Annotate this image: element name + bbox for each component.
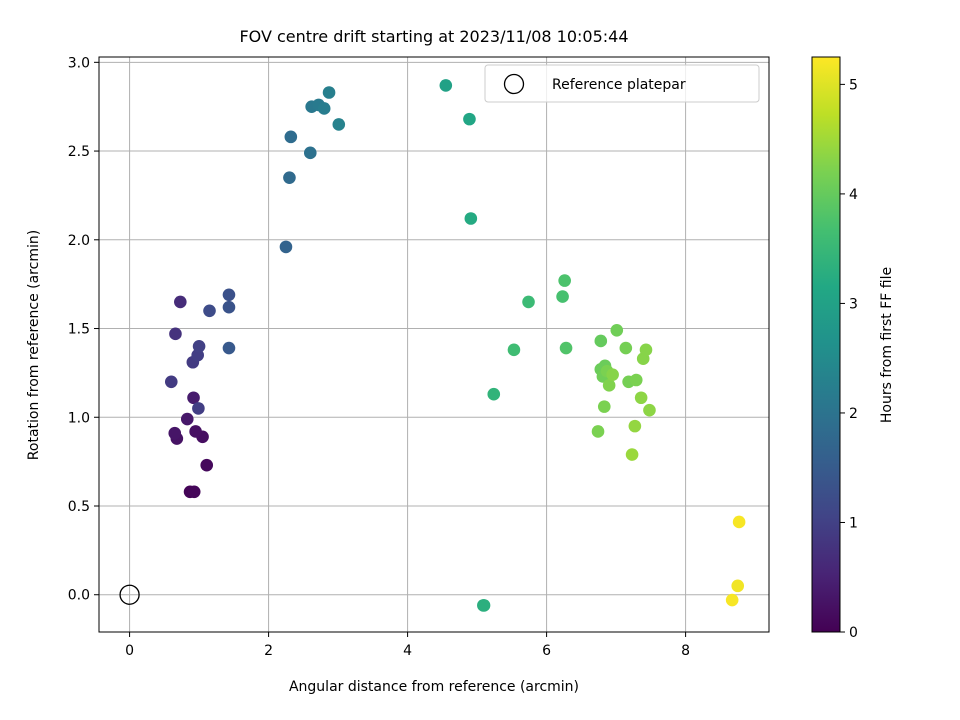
data-point [559, 341, 573, 355]
y-tick-label: 1.5 [68, 322, 90, 338]
data-point [628, 419, 642, 433]
data-point [200, 458, 214, 472]
data-point [639, 343, 653, 357]
x-axis-label: Angular distance from reference (arcmin) [289, 679, 579, 695]
data-point [507, 343, 521, 357]
x-axis-ticks: 0 2 4 6 8 [125, 632, 690, 659]
data-point [164, 375, 178, 389]
reference-platepar-marker [119, 584, 140, 605]
y-tick-label: 2.0 [68, 233, 90, 249]
data-point [602, 379, 616, 392]
data-point [203, 304, 216, 318]
data-point [558, 274, 571, 287]
legend: Reference platepar [484, 64, 760, 103]
data-point [725, 593, 739, 607]
data-point [189, 425, 202, 438]
data-point [284, 130, 298, 144]
data-point [610, 324, 624, 337]
colorbar-gradient [811, 56, 841, 633]
data-point [168, 426, 182, 440]
colorbar-ticks: 0 1 2 3 4 5 [840, 77, 858, 641]
data-point [487, 387, 501, 401]
data-points [164, 79, 746, 612]
data-point [222, 288, 236, 302]
data-point [283, 171, 296, 184]
y-axis-label: Rotation from reference (arcmin) [26, 230, 42, 460]
data-point [439, 79, 453, 92]
colorbar-tick-label: 0 [849, 625, 858, 641]
x-tick-label: 0 [125, 643, 134, 659]
legend-marker-reference-icon [503, 73, 525, 95]
data-point [477, 599, 491, 612]
data-point [332, 118, 346, 131]
y-tick-label: 1.0 [68, 410, 90, 426]
data-point [732, 515, 746, 529]
data-point [463, 112, 476, 126]
data-point [322, 86, 336, 99]
legend-box [484, 64, 760, 103]
data-point [187, 485, 201, 499]
data-point [169, 327, 182, 341]
data-point [594, 334, 608, 348]
data-point [556, 290, 569, 303]
colorbar-tick-label: 4 [849, 187, 858, 203]
data-point [606, 368, 619, 381]
data-point [731, 579, 745, 593]
data-point [192, 339, 206, 353]
data-point [192, 402, 205, 415]
data-point [187, 391, 200, 405]
colorbar-tick-label: 2 [849, 406, 858, 422]
data-point [180, 412, 194, 426]
data-point [629, 373, 643, 387]
colorbar: 0 1 2 3 4 5 Hours from first FF file [811, 56, 895, 641]
legend-entry-reference: Reference platepar [552, 77, 686, 93]
data-point [522, 295, 535, 309]
data-point [625, 448, 639, 461]
reference-marker-group [119, 584, 140, 605]
data-point [619, 341, 633, 355]
x-tick-label: 8 [681, 643, 690, 659]
data-point [317, 102, 331, 115]
y-tick-label: 2.5 [68, 144, 90, 160]
data-point [303, 146, 317, 160]
y-tick-label: 0.5 [68, 499, 90, 515]
data-point [643, 403, 656, 417]
colorbar-tick-label: 3 [849, 296, 858, 312]
data-point [174, 295, 187, 309]
data-point [222, 341, 236, 355]
colorbar-label: Hours from first FF file [879, 267, 895, 423]
plot-frame [98, 56, 770, 633]
y-tick-label: 3.0 [68, 55, 90, 71]
chart-title: FOV centre drift starting at 2023/11/08 … [239, 27, 628, 46]
data-point [279, 240, 293, 254]
grid-lines [99, 57, 769, 632]
y-tick-label: 0.0 [68, 588, 90, 604]
colorbar-tick-label: 1 [849, 515, 858, 531]
data-point [222, 300, 236, 314]
y-axis-ticks: 0.0 0.5 1.0 1.5 2.0 2.5 3.0 [68, 55, 99, 604]
x-tick-label: 2 [264, 643, 273, 659]
colorbar-tick-label: 5 [849, 77, 858, 93]
data-point [597, 400, 611, 413]
data-point [591, 425, 605, 438]
data-point [634, 391, 648, 405]
x-tick-label: 6 [542, 643, 551, 659]
x-tick-label: 4 [403, 643, 412, 659]
data-point [464, 212, 478, 225]
